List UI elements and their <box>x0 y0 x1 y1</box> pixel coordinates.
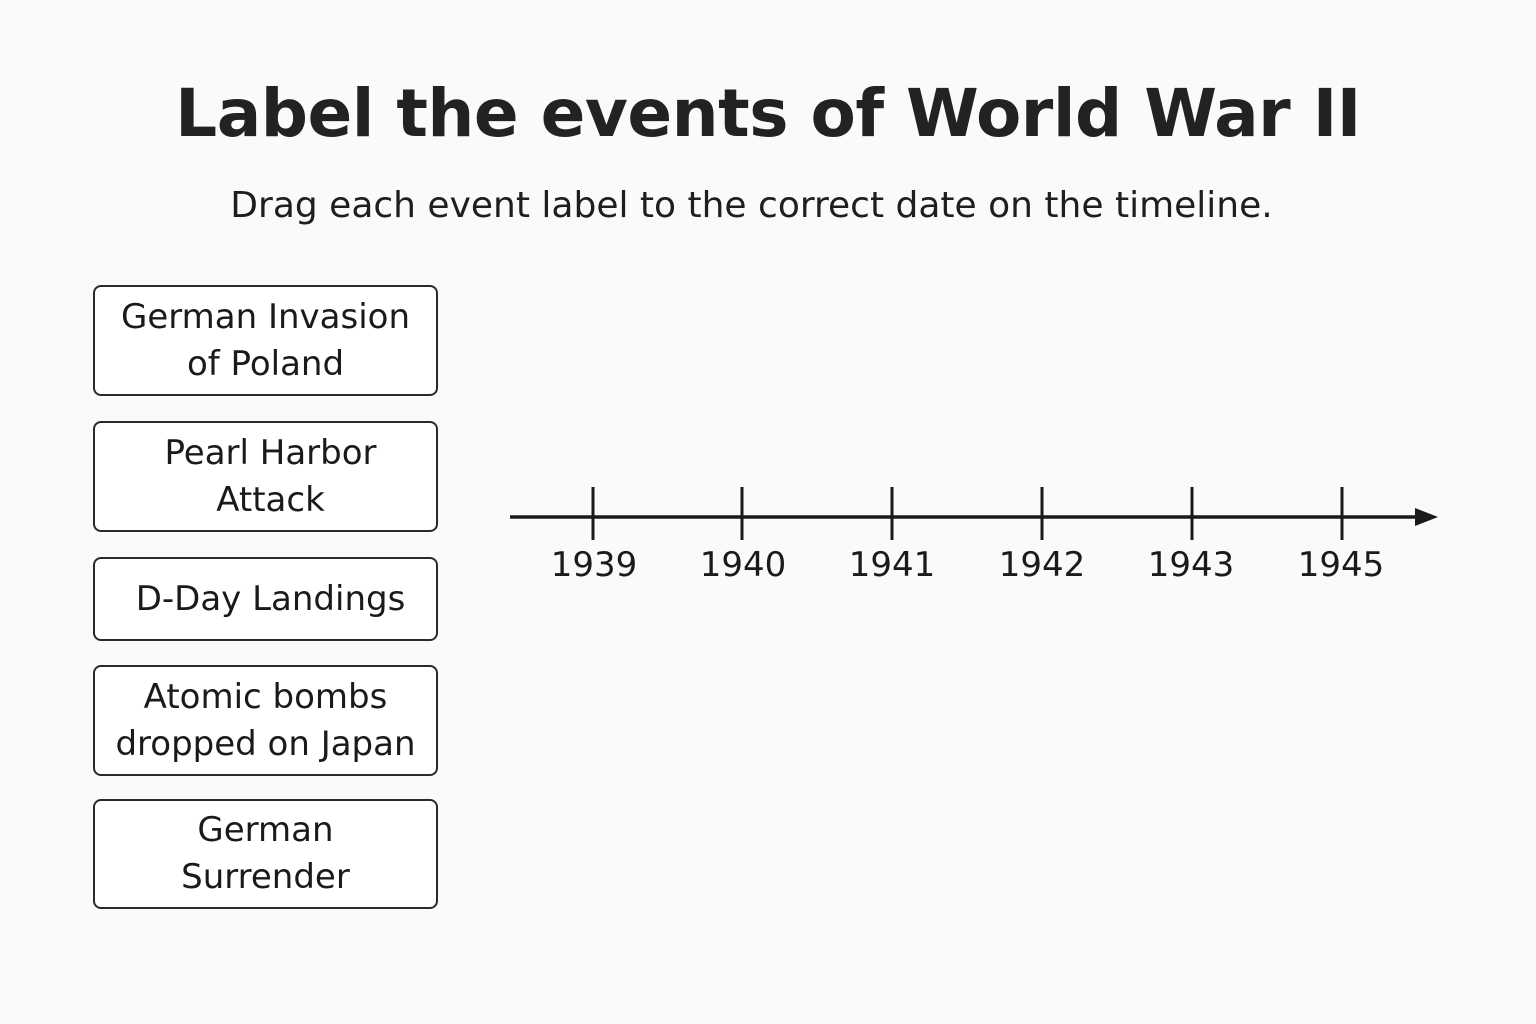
event-label-d-day-landings[interactable]: D-Day Landings <box>93 557 438 641</box>
event-label-pearl-harbor-attack[interactable]: Pearl Harbor Attack <box>93 421 438 532</box>
timeline-year-label: 1943 <box>1147 545 1235 585</box>
timeline: 1939 1940 1941 1942 1943 1945 <box>500 470 1460 600</box>
event-label-line: of Poland <box>186 343 345 384</box>
event-label-line: D-Day Landings <box>135 578 406 619</box>
event-label-german-surrender[interactable]: German Surrender <box>93 799 438 909</box>
event-label-line: dropped on Japan <box>115 723 416 764</box>
instructions-text: Drag each event label to the correct dat… <box>230 185 1273 226</box>
event-label-line: German <box>197 810 334 850</box>
event-label-atomic-bombs-dropped-on-japan[interactable]: Atomic bombs dropped on Japan <box>93 665 438 776</box>
event-label-text: Atomic bombs dropped on Japan <box>115 674 415 768</box>
timeline-year-label: 1940 <box>699 545 787 585</box>
event-label-text: German Surrender <box>181 807 350 901</box>
event-label-line: Attack <box>216 479 325 520</box>
event-label-line: Atomic bombs <box>143 676 388 717</box>
timeline-year-label: 1945 <box>1297 545 1385 585</box>
timeline-year-label: 1939 <box>550 545 638 585</box>
event-label-line: German Invasion <box>121 296 410 337</box>
timeline-arrow-icon <box>1415 508 1438 526</box>
timeline-year-label: 1941 <box>848 545 936 585</box>
event-label-text: D-Day Landings <box>126 576 406 623</box>
timeline-year-label: 1942 <box>998 545 1086 585</box>
timeline-axis <box>510 487 1438 540</box>
event-label-text: German Invasion of Poland <box>121 294 410 388</box>
event-label-line: Pearl Harbor <box>164 432 377 473</box>
event-label-line: Surrender <box>181 857 350 897</box>
event-label-german-invasion-of-poland[interactable]: German Invasion of Poland <box>93 285 438 396</box>
page-title: Label the events of World War II <box>175 75 1361 152</box>
event-label-text: Pearl Harbor Attack <box>154 430 376 524</box>
